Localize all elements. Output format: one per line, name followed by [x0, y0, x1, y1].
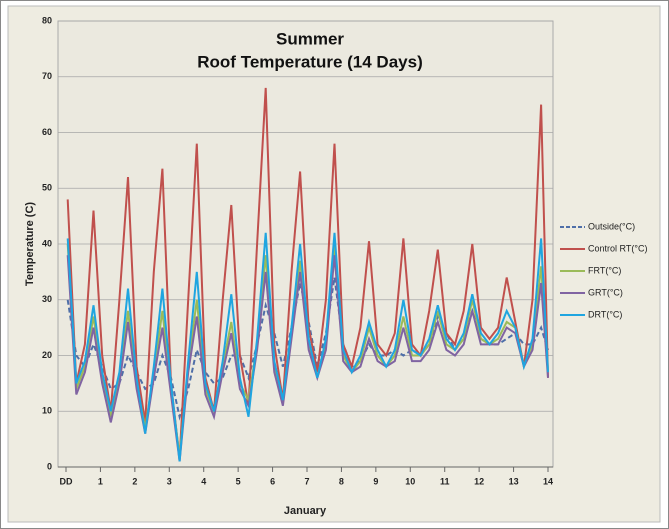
- y-tick-label: 0: [47, 461, 52, 471]
- x-tick-label: 9: [373, 476, 378, 486]
- y-tick-label: 10: [42, 406, 52, 416]
- legend-label: DRT(°C): [588, 309, 622, 319]
- x-axis-label: January: [284, 505, 327, 517]
- legend-label: Control RT(°C): [588, 243, 647, 253]
- chart-title: Summer: [276, 29, 344, 48]
- y-tick-label: 30: [42, 294, 52, 304]
- x-tick-label: 7: [304, 476, 309, 486]
- legend-label: Outside(°C): [588, 221, 635, 231]
- chart-title: Roof Temperature (14 Days): [197, 52, 422, 71]
- y-tick-label: 70: [42, 71, 52, 81]
- x-tick-label: 6: [270, 476, 275, 486]
- x-tick-label: 1: [98, 476, 103, 486]
- x-tick-label: 10: [405, 476, 415, 486]
- legend-label: GRT(°C): [588, 287, 623, 297]
- y-tick-label: 80: [42, 15, 52, 25]
- x-tick-label: 8: [339, 476, 344, 486]
- y-tick-label: 60: [42, 127, 52, 137]
- x-tick-label: 5: [236, 476, 241, 486]
- x-tick-label: 2: [132, 476, 137, 486]
- x-tick-label: 3: [167, 476, 172, 486]
- x-tick-label: DD: [60, 476, 73, 486]
- legend-label: FRT(°C): [588, 265, 621, 275]
- x-tick-label: 4: [201, 476, 206, 486]
- y-tick-label: 40: [42, 238, 52, 248]
- x-tick-label: 12: [474, 476, 484, 486]
- y-axis-label: Temperature (C): [24, 202, 36, 286]
- y-tick-label: 50: [42, 183, 52, 193]
- series-line: [66, 87, 549, 459]
- series-line: [66, 232, 549, 462]
- x-tick-label: 14: [543, 476, 553, 486]
- x-tick-label: 13: [509, 476, 519, 486]
- y-tick-label: 20: [42, 350, 52, 360]
- x-tick-label: 11: [440, 476, 450, 486]
